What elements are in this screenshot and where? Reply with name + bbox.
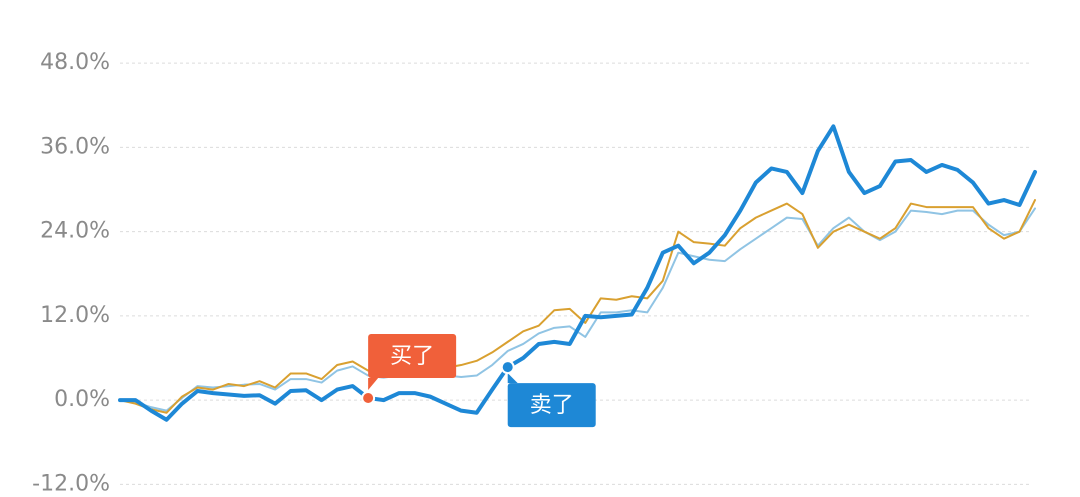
annotation: 买了 bbox=[361, 334, 457, 406]
y-tick-label: -12.0% bbox=[32, 471, 110, 496]
series-line bbox=[118, 124, 1037, 422]
y-tick-label: 12.0% bbox=[40, 303, 110, 328]
y-tick-label: 0.0% bbox=[54, 387, 110, 412]
annotation-pointer bbox=[368, 378, 379, 391]
y-tick-label: 36.0% bbox=[40, 134, 110, 159]
annotation-point bbox=[500, 360, 515, 375]
annotation-box bbox=[507, 383, 596, 428]
annotation-point bbox=[361, 391, 376, 406]
series-line bbox=[119, 199, 1036, 414]
y-tick-label: 48.0% bbox=[40, 50, 110, 75]
annotation-pointer bbox=[507, 373, 518, 384]
annotation: 卖了 bbox=[500, 360, 596, 428]
series-line bbox=[119, 207, 1036, 412]
annotation-box bbox=[368, 334, 457, 379]
annotation-label: 买了 bbox=[390, 344, 434, 369]
annotation-label: 卖了 bbox=[530, 393, 574, 418]
y-tick-label: 24.0% bbox=[40, 219, 110, 244]
